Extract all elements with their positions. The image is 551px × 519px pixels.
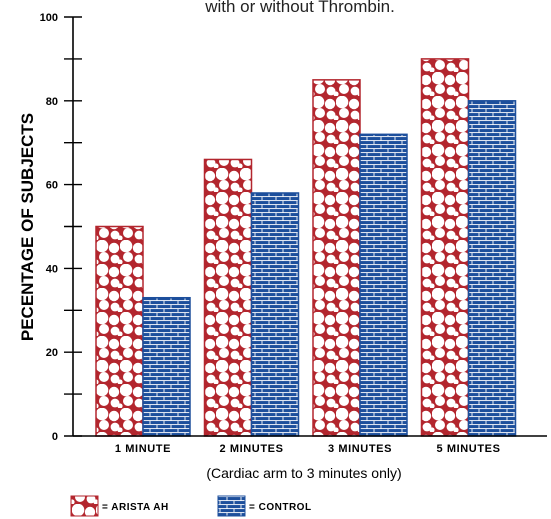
- y-tick-label: 80: [46, 96, 58, 108]
- legend-swatch-control: [217, 495, 246, 517]
- x-tick-label: 3 MINUTES: [328, 443, 392, 455]
- x-tick-label: 2 MINUTES: [219, 443, 283, 455]
- x-axis-note: (Cardiac arm to 3 minutes only): [206, 465, 401, 481]
- y-tick-label: 60: [46, 180, 58, 192]
- bar-control: [250, 192, 300, 437]
- y-axis-label: PECENTAGE OF SUBJECTS: [18, 113, 37, 341]
- bar-arista-ah: [203, 158, 253, 437]
- x-axis: 1 MINUTE 2 MINUTES 3 MINUTES 5 MINUTES: [73, 435, 547, 455]
- x-tick-label: 1 MINUTE: [115, 443, 171, 455]
- y-axis: 0 20 40 60 80 100: [40, 12, 82, 443]
- bars: [95, 58, 517, 437]
- legend-label-control: = CONTROL: [249, 502, 312, 513]
- y-tick-label: 40: [46, 263, 58, 275]
- y-tick-label: 0: [52, 431, 58, 443]
- legend-swatch-arista: [70, 495, 99, 517]
- bar-control: [467, 100, 517, 437]
- bar-arista-ah: [420, 58, 470, 437]
- legend: = ARISTA AH = CONTROL: [70, 495, 312, 517]
- y-tick-label: 100: [40, 12, 58, 24]
- x-tick-label: 5 MINUTES: [436, 443, 500, 455]
- bar-control: [359, 133, 408, 437]
- y-tick-label: 20: [46, 347, 58, 359]
- bar-control: [142, 296, 191, 437]
- bar-arista-ah: [95, 225, 144, 437]
- chart-title: with or without Thrombin.: [204, 0, 395, 16]
- legend-label-arista: = ARISTA AH: [102, 502, 169, 513]
- bar-arista-ah: [312, 79, 361, 437]
